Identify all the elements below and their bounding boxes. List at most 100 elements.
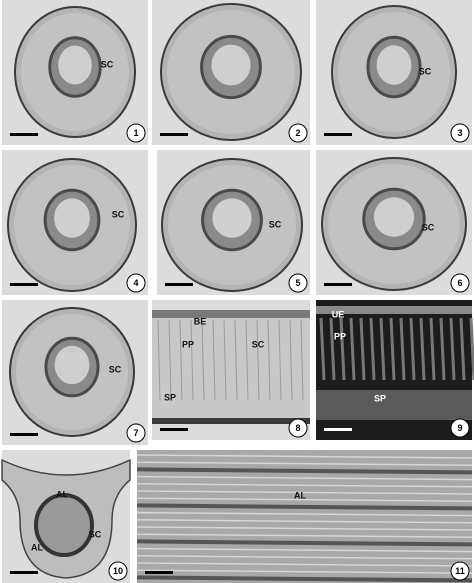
cell-wall — [278, 319, 282, 401]
panel-number: 4 — [133, 278, 138, 288]
palisade-cell — [419, 317, 426, 381]
cell-wall — [179, 319, 183, 401]
pith — [211, 44, 251, 86]
pith — [58, 45, 92, 85]
panel-number: 2 — [295, 128, 300, 138]
pith — [373, 197, 415, 237]
tissue-label: SC — [101, 59, 114, 69]
panel-number: 9 — [457, 423, 462, 433]
panel-number: 7 — [133, 428, 138, 438]
mesophyll — [152, 318, 310, 418]
tissue-label: SC — [422, 222, 435, 232]
tissue-label: BE — [194, 316, 207, 326]
panel: SC 5 — [157, 150, 310, 295]
panel-number-badge — [108, 561, 128, 581]
scale-bar — [10, 571, 38, 574]
palisade-cell — [329, 317, 336, 381]
scale-bar — [324, 283, 352, 286]
panel: SC 3 — [316, 0, 472, 145]
cell-wall — [201, 319, 205, 401]
cell-wall — [289, 319, 293, 401]
panel-number-badge — [288, 123, 308, 143]
panel-number-badge — [450, 123, 470, 143]
panel-number: 6 — [457, 278, 462, 288]
scale-bar — [324, 428, 352, 431]
palisade-cell — [409, 317, 416, 381]
cell-wall — [190, 319, 194, 401]
epidermis — [316, 306, 472, 314]
palisade-cell — [429, 317, 436, 381]
tissue-label: AL — [56, 489, 68, 499]
lower-epidermis — [152, 418, 310, 424]
panel: AL 11 — [136, 450, 473, 583]
cell-wall — [300, 319, 304, 401]
cell-wall — [256, 319, 260, 401]
fiber — [136, 483, 473, 488]
cell-wall — [212, 319, 216, 401]
fiber — [136, 511, 473, 517]
panel-number: 1 — [133, 128, 138, 138]
fiber — [136, 539, 473, 547]
palisade-cell — [379, 317, 386, 381]
panel: SC 6 — [316, 150, 472, 295]
fiber — [136, 461, 473, 466]
palisade-cell — [449, 317, 456, 381]
panel-number: 8 — [295, 423, 300, 433]
tissue-label: SC — [109, 364, 122, 374]
scale-bar — [160, 133, 188, 136]
epidermis — [152, 310, 310, 318]
scale-bar — [160, 428, 188, 431]
panel-number-badge — [288, 273, 308, 293]
panel-number-badge — [288, 418, 308, 438]
palisade-cell — [389, 317, 396, 381]
fiber — [136, 547, 473, 553]
fiber — [136, 490, 473, 495]
panel-number: 3 — [457, 128, 462, 138]
scale-bar — [324, 133, 352, 136]
panel-number-badge — [126, 273, 146, 293]
panel-number-badge — [126, 423, 146, 443]
scale-bar — [165, 283, 193, 286]
fiber — [136, 562, 473, 567]
scale-bar — [145, 571, 173, 574]
tissue-label: UE — [332, 309, 345, 319]
fiber — [136, 569, 473, 574]
scale-bar — [10, 283, 38, 286]
cell-wall — [168, 319, 172, 401]
panel: BE PP SC SP 8 — [152, 300, 310, 440]
panel-number: 5 — [295, 278, 300, 288]
tissue-label: SC — [112, 209, 125, 219]
pith — [54, 345, 90, 385]
palisade-cell — [319, 317, 326, 381]
panel-number-badge — [126, 123, 146, 143]
cell-wall — [267, 319, 271, 401]
scale-bar — [10, 133, 38, 136]
tissue-label: SC — [269, 219, 282, 229]
palisade-cell — [399, 317, 406, 381]
palisade-cell — [369, 317, 376, 381]
tissue-label: SP — [164, 392, 176, 402]
pith — [54, 198, 90, 238]
cell-wall — [223, 319, 227, 401]
tissue-label: SC — [89, 529, 102, 539]
cell-wall — [234, 319, 238, 401]
fiber — [136, 519, 473, 524]
cell-wall — [245, 319, 249, 401]
panel: SC 1 — [2, 0, 148, 145]
palisade-cell — [459, 317, 466, 381]
tissue-label: AL — [294, 490, 306, 500]
panel-number-badge — [450, 561, 470, 581]
fiber — [136, 575, 473, 583]
spongy-tissue — [316, 390, 472, 420]
vascular-ring — [34, 493, 94, 557]
panel: AL SC AL 10 — [1, 450, 131, 583]
fiber — [136, 467, 473, 475]
panel: SC 7 — [2, 300, 148, 445]
cell-wall — [157, 319, 161, 401]
pith — [212, 198, 252, 238]
scale-bar — [10, 433, 38, 436]
panel: SC 4 — [2, 150, 148, 295]
palisade-cell — [349, 317, 356, 381]
tissue-label: SC — [419, 66, 432, 76]
